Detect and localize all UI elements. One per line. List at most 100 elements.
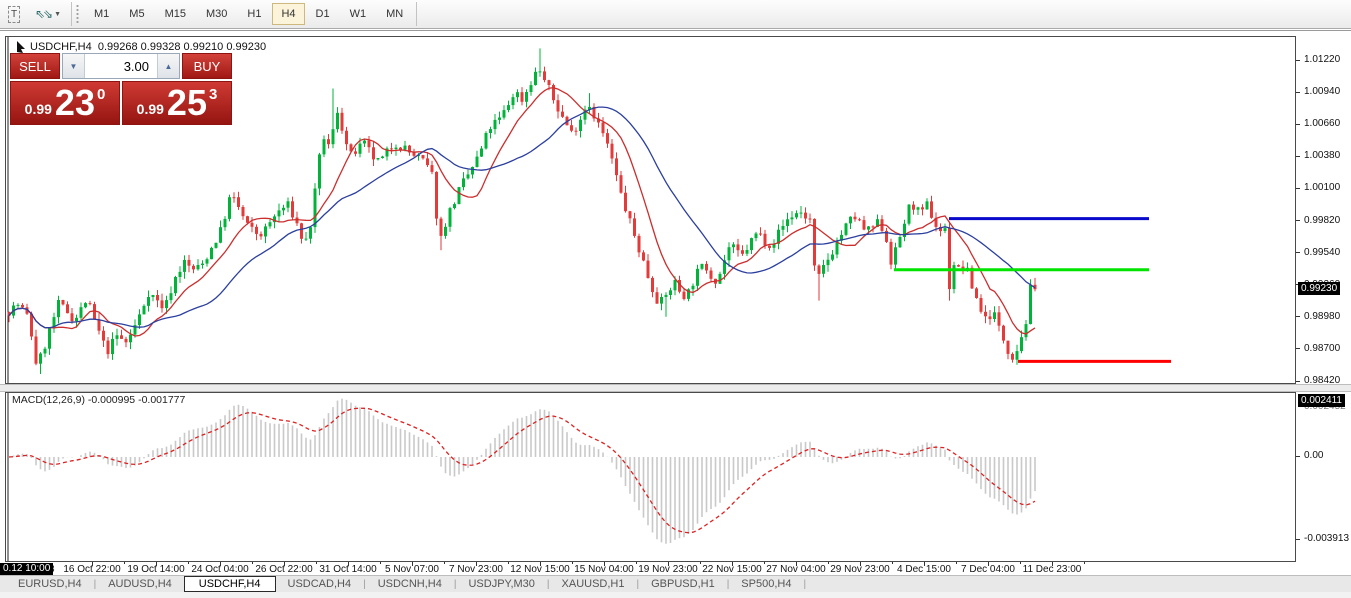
tab-separator: | xyxy=(93,578,97,590)
time-axis-tick xyxy=(1052,562,1053,566)
tab-USDCHF-H4[interactable]: USDCHF,H4 xyxy=(183,576,276,592)
buy-price-button[interactable]: 0.99 25 3 xyxy=(122,81,232,125)
macd-signal-line xyxy=(8,407,1036,534)
price-axis-tick xyxy=(1296,252,1300,254)
time-axis-label: 7 Dec 04:00 xyxy=(961,564,1015,575)
volume-decrease-button[interactable]: ▼ xyxy=(63,54,85,78)
tab-SP500-H4[interactable]: SP500,H4 xyxy=(741,578,792,590)
time-axis-label: 29 Nov 23:00 xyxy=(830,564,890,575)
time-axis-minor-tick xyxy=(636,562,637,564)
text-tool-icon: T xyxy=(8,5,20,23)
timeframe-button-M15[interactable]: M15 xyxy=(156,3,195,25)
timeframe-button-D1[interactable]: D1 xyxy=(307,3,339,25)
volume-increase-button[interactable]: ▲ xyxy=(157,54,179,78)
tab-USDJPY-M30[interactable]: USDJPY,M30 xyxy=(468,578,535,590)
time-axis-minor-tick xyxy=(956,562,957,564)
sell-button[interactable]: SELL xyxy=(10,53,60,79)
price-chart-canvas[interactable] xyxy=(6,37,1295,383)
sell-price-prefix: 0.99 xyxy=(24,101,52,117)
time-axis-label: 5 Nov 07:00 xyxy=(385,564,439,575)
tab-XAUUSD-H1[interactable]: XAUUSD,H1 xyxy=(561,578,625,590)
macd-value-marker: 0.002411 xyxy=(1298,394,1345,407)
time-axis-minor-tick xyxy=(700,562,701,564)
price-axis-label: 0.98420 xyxy=(1304,375,1341,386)
time-axis-tick xyxy=(988,562,989,566)
timeframe-button-M30[interactable]: M30 xyxy=(197,3,236,25)
toolbar-grip-handle[interactable] xyxy=(75,3,80,25)
volume-stepper: ▼ 3.00 ▲ xyxy=(62,53,180,79)
timeframe-button-H4[interactable]: H4 xyxy=(272,3,305,25)
candles-layer xyxy=(7,48,1037,374)
timeframe-button-group: M1 M5 M15 M30 H1 H4 D1 W1 MN xyxy=(84,3,413,25)
time-axis-tick xyxy=(220,562,221,566)
macd-canvas[interactable] xyxy=(6,393,1295,561)
time-axis-minor-tick xyxy=(444,562,445,564)
time-axis-minor-tick xyxy=(252,562,253,564)
chart-window: USDCHF,H4 0.99268 0.99328 0.99210 0.9923… xyxy=(0,30,1351,598)
sell-price-superscript: 0 xyxy=(96,86,106,103)
price-axis: 1.01220 1.00940 1.00660 1.00380 1.00100 0.998… xyxy=(1296,36,1351,386)
toolbar-separator-right xyxy=(416,2,418,26)
tab-separator: | xyxy=(636,578,640,590)
price-axis-tick xyxy=(1296,348,1300,350)
time-axis-label: 12 Nov 15:00 xyxy=(510,564,570,575)
macd-label: MACD(12,26,9) -0.000995 -0.001777 xyxy=(10,394,188,406)
timeframe-button-W1[interactable]: W1 xyxy=(341,3,376,25)
time-axis-tick xyxy=(604,562,605,566)
one-click-trade-panel: SELL ▼ 3.00 ▲ BUY 0.99 23 0 0.99 xyxy=(10,53,232,125)
pane-splitter[interactable] xyxy=(0,384,1351,392)
time-axis-minor-tick xyxy=(508,562,509,564)
timeframe-button-H1[interactable]: H1 xyxy=(238,3,270,25)
ma-fast-line xyxy=(8,87,1036,337)
timeframe-button-M1[interactable]: M1 xyxy=(85,3,118,25)
tab-GBPUSD-H1[interactable]: GBPUSD,H1 xyxy=(651,578,715,590)
time-axis-label: 19 Oct 14:00 xyxy=(127,564,185,575)
price-axis-label: 0.99540 xyxy=(1304,246,1341,258)
time-axis-label: 22 Nov 15:00 xyxy=(702,564,762,575)
buy-price-superscript: 3 xyxy=(208,86,218,103)
ma-slow-line xyxy=(8,106,1036,329)
tab-USDCNH-H4[interactable]: USDCNH,H4 xyxy=(377,578,442,590)
time-axis-label: 4 Dec 15:00 xyxy=(897,564,951,575)
price-axis-tick xyxy=(1296,380,1300,382)
price-axis-label: 0.98980 xyxy=(1304,310,1341,322)
price-axis-label: 1.00940 xyxy=(1304,86,1341,98)
sell-price-big: 23 xyxy=(54,82,95,123)
time-axis-minor-tick xyxy=(572,562,573,564)
tab-separator: | xyxy=(803,578,807,590)
price-axis-label: 1.01220 xyxy=(1304,54,1341,65)
volume-value[interactable]: 3.00 xyxy=(85,54,157,78)
cursor-arrow-icon xyxy=(17,41,25,53)
price-axis-label: 0.98700 xyxy=(1304,342,1341,354)
buy-button[interactable]: BUY xyxy=(182,53,232,79)
time-axis-minor-tick xyxy=(892,562,893,564)
dropdown-caret-icon: ▼ xyxy=(54,10,62,18)
time-axis-minor-tick xyxy=(1020,562,1021,564)
price-axis-tick xyxy=(1296,155,1300,157)
time-axis-label: 15 Nov 04:00 xyxy=(574,564,634,575)
tab-separator: | xyxy=(726,578,730,590)
time-axis-tick xyxy=(412,562,413,566)
time-axis-tick xyxy=(668,562,669,566)
tab-EURUSD-H4[interactable]: EURUSD,H4 xyxy=(18,578,82,590)
time-axis-tick xyxy=(860,562,861,566)
time-axis-minor-tick xyxy=(764,562,765,564)
time-axis-minor-tick xyxy=(1084,562,1085,564)
tab-separator: | xyxy=(546,578,550,590)
tab-USDCAD-H4[interactable]: USDCAD,H4 xyxy=(287,578,352,590)
price-axis-tick xyxy=(1296,187,1300,189)
time-axis-label: 7 Nov 23:00 xyxy=(449,564,503,575)
time-axis-minor-tick xyxy=(380,562,381,564)
time-axis-tick xyxy=(156,562,157,566)
timeframe-button-M5[interactable]: M5 xyxy=(120,3,153,25)
macd-axis-tick xyxy=(1296,538,1300,540)
tab-AUDUSD-H4[interactable]: AUDUSD,H4 xyxy=(108,578,172,590)
sell-price-button[interactable]: 0.99 23 0 xyxy=(10,81,120,125)
time-axis-tick xyxy=(924,562,925,566)
timeframe-button-MN[interactable]: MN xyxy=(377,3,412,25)
text-tool-button[interactable]: T xyxy=(2,3,26,25)
arrows-tool-button[interactable]: ⇖⇘ ▼ xyxy=(28,3,68,25)
price-axis-tick xyxy=(1296,91,1300,93)
